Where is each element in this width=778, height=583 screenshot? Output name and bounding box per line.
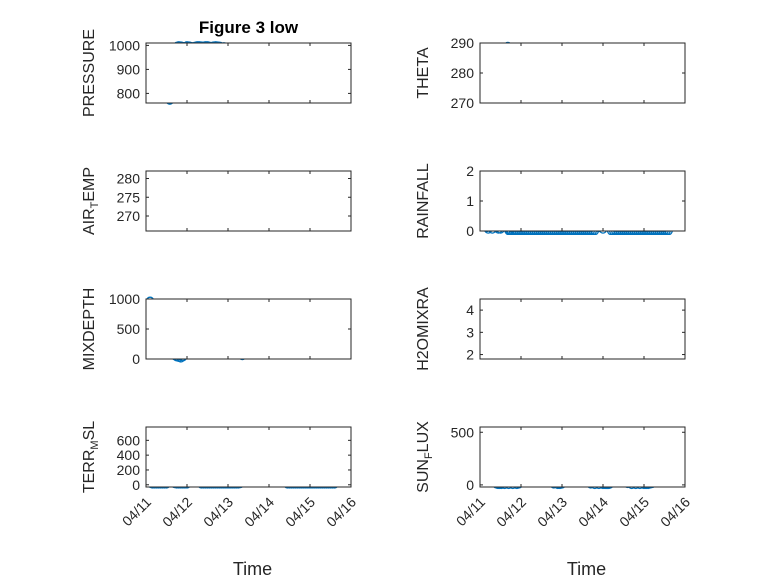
y-tick-label: 800	[117, 85, 141, 101]
y-axis-label: AIRTEMP	[81, 167, 101, 235]
y-tick-label: 1000	[109, 291, 140, 307]
axes-frame	[145, 426, 352, 488]
y-tick-label: 2	[466, 347, 474, 363]
y-tick-label: 400	[117, 447, 141, 463]
y-axis-label: PRESSURE	[81, 29, 98, 117]
y-tick-label: 2	[466, 163, 474, 179]
axes-frame	[145, 298, 352, 360]
y-tick-label: 270	[451, 95, 475, 111]
y-tick-label: 500	[451, 424, 475, 440]
subplot-1: 800 900 1000 PRESSURE Figure 3 low	[81, 18, 352, 117]
y-tick-label: 0	[466, 477, 474, 493]
subplot-5: 0 500 1000 MIXDEPTH	[81, 288, 352, 371]
y-tick-label: 600	[117, 432, 141, 448]
y-tick-label: 4	[466, 302, 474, 318]
y-tick-label: 500	[117, 321, 141, 337]
y-tick-label: 1000	[109, 37, 140, 53]
axes-frame	[145, 170, 352, 232]
chart-title: Figure 3 low	[199, 18, 299, 37]
axes-frame	[479, 170, 686, 232]
axes-frame	[479, 298, 686, 360]
y-tick-label: 3	[466, 324, 474, 340]
subplot-4: 0 1 2 RAINFALL	[415, 163, 686, 239]
y-tick-label: 1	[466, 193, 474, 209]
y-axis-label: RAINFALL	[415, 163, 432, 239]
y-tick-label: 280	[117, 171, 141, 187]
y-axis-label: THETA	[415, 47, 432, 99]
y-tick-label: 200	[117, 462, 141, 478]
axes-frame	[479, 426, 686, 488]
subplot-3: 270 275 280 AIRTEMP	[81, 167, 352, 235]
x-axis-label: Time	[567, 559, 606, 579]
y-axis-label: SUNFLUX	[415, 421, 435, 493]
subplot-2: 270 280 290 THETA	[415, 35, 686, 111]
y-axis-label: TERRMSL	[81, 421, 101, 493]
y-tick-label: 270	[117, 208, 141, 224]
y-tick-label: 280	[451, 65, 475, 81]
y-tick-label: 290	[451, 35, 475, 51]
subplot-6: 2 3 4 H2OMIXRA	[415, 287, 686, 371]
y-tick-label: 0	[132, 477, 140, 493]
x-axis-label: Time	[233, 559, 272, 579]
y-axis-label: MIXDEPTH	[81, 288, 98, 371]
y-tick-label: 0	[466, 223, 474, 239]
y-tick-label: 900	[117, 61, 141, 77]
axes-frame	[479, 42, 686, 104]
y-tick-label: 0	[132, 351, 140, 367]
axes-frame	[145, 42, 352, 104]
y-axis-label: H2OMIXRA	[415, 287, 432, 371]
y-tick-label: 275	[117, 189, 141, 205]
